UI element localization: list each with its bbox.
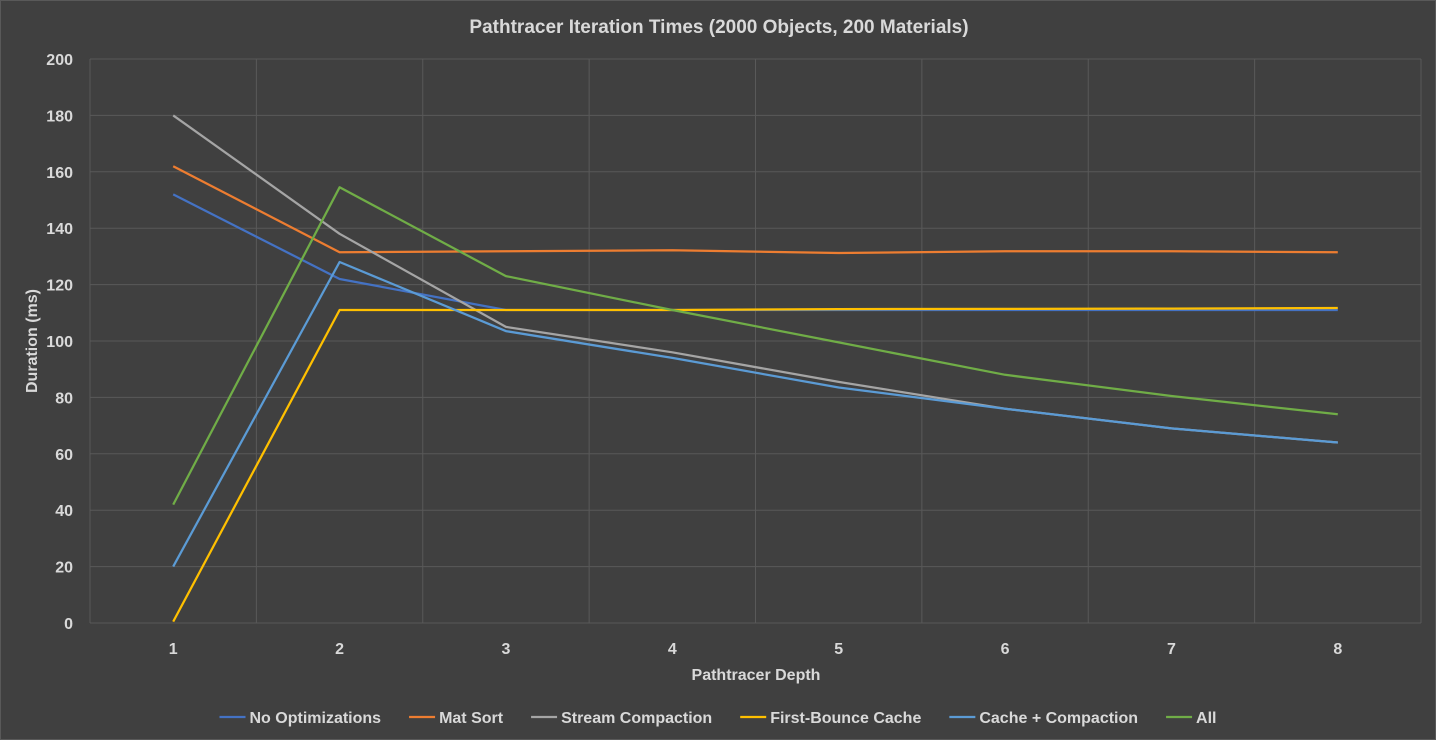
y-tick-label: 200 [46, 52, 73, 69]
series-line-all [172, 186, 1338, 506]
legend-item-stream-compaction: Stream Compaction [531, 710, 712, 727]
legend-label: First-Bounce Cache [770, 710, 921, 727]
legend-label: No Optimizations [250, 710, 382, 727]
legend-item-no-optimizations: No Optimizations [219, 710, 382, 727]
legend-item-all: All [1166, 710, 1217, 727]
x-tick-label: 7 [1167, 641, 1176, 658]
y-tick-label: 40 [55, 503, 73, 520]
legend-item-mat-sort: Mat Sort [409, 710, 504, 727]
series-line-mat-sort [172, 165, 1338, 255]
legend: No Optimizations Mat Sort Stream Compactio… [219, 710, 1217, 727]
legend-label: Cache + Compaction [979, 710, 1138, 727]
legend-label: Stream Compaction [561, 710, 712, 727]
series-line-cache-compaction [172, 260, 1338, 568]
x-tick-label: 5 [834, 641, 843, 658]
x-axis-ticks: 1 2 3 4 5 6 7 8 [169, 641, 1343, 658]
legend-item-first-bounce-cache: First-Bounce Cache [740, 710, 921, 727]
x-tick-label: 2 [335, 641, 344, 658]
y-tick-label: 80 [55, 390, 73, 407]
x-tick-label: 3 [501, 641, 510, 658]
y-tick-label: 120 [46, 278, 73, 295]
x-tick-label: 6 [1001, 641, 1010, 658]
y-tick-label: 0 [64, 616, 73, 633]
legend-item-cache-compaction: Cache + Compaction [949, 710, 1138, 727]
legend-label: Mat Sort [439, 710, 504, 727]
x-axis-label: Pathtracer Depth [692, 667, 821, 684]
series-line-first-bounce-cache [172, 306, 1338, 623]
y-axis-label: Duration (ms) [24, 289, 41, 393]
y-tick-label: 60 [55, 447, 73, 464]
y-axis-ticks: 0 20 40 60 80 100 120 140 160 180 200 [46, 52, 73, 633]
y-tick-label: 160 [46, 165, 73, 182]
y-tick-label: 140 [46, 221, 73, 238]
y-tick-label: 180 [46, 108, 73, 125]
y-tick-label: 20 [55, 560, 73, 577]
y-tick-label: 100 [46, 334, 73, 351]
legend-label: All [1196, 710, 1216, 727]
chart-title: Pathtracer Iteration Times (2000 Objects… [469, 17, 968, 38]
gridlines [89, 58, 1422, 624]
series-lines [172, 114, 1338, 623]
x-tick-label: 8 [1333, 641, 1342, 658]
x-tick-label: 4 [668, 641, 677, 658]
x-tick-label: 1 [169, 641, 178, 658]
